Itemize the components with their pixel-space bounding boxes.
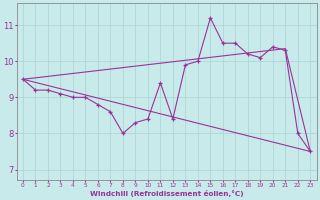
X-axis label: Windchill (Refroidissement éolien,°C): Windchill (Refroidissement éolien,°C): [90, 190, 244, 197]
